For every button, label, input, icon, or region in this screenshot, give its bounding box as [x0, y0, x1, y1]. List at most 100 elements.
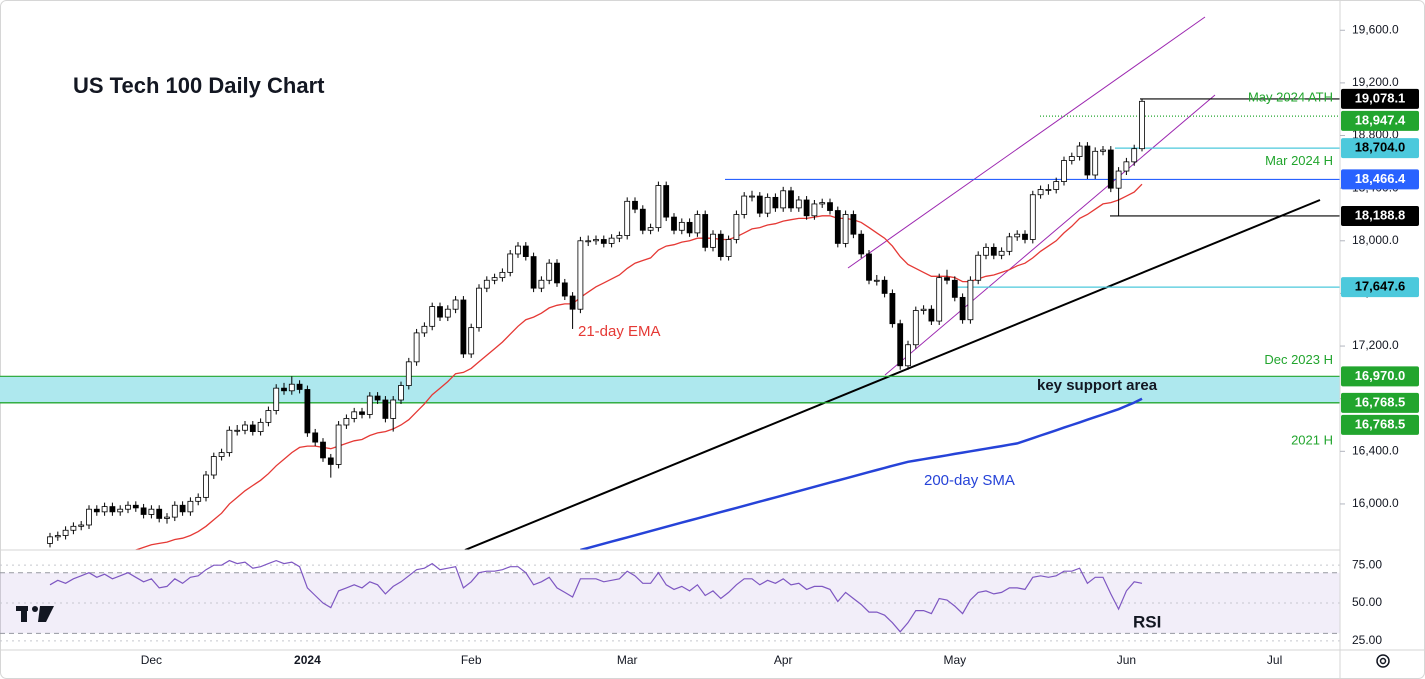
candle-body [54, 535, 61, 538]
candle-body [632, 200, 638, 210]
candle-body [491, 277, 498, 281]
trend-line [847, 16, 1206, 269]
candle-body [561, 282, 568, 297]
candle-body [444, 308, 451, 318]
candle-body [749, 195, 755, 198]
candle-body [795, 199, 802, 209]
trend-line [464, 199, 1321, 550]
candle-body [819, 202, 826, 205]
level-box [1341, 138, 1419, 159]
candle-body [889, 293, 896, 325]
candle-body [975, 254, 982, 281]
candle-body [585, 240, 592, 243]
candle-body [772, 196, 779, 209]
candle-body [187, 500, 194, 513]
candle-body [1053, 181, 1060, 190]
candle-body [1084, 145, 1091, 176]
price-plot [0, 16, 1340, 550]
ema-label: 21-day EMA [578, 323, 661, 340]
candle-body [1123, 161, 1130, 172]
candle-body [265, 410, 272, 423]
candle-body [608, 237, 615, 244]
candle-body [554, 262, 560, 284]
candle-body [600, 239, 607, 244]
candle-body [507, 253, 514, 273]
level-box [1341, 414, 1419, 435]
candle-body [842, 214, 849, 244]
candle-body [343, 418, 350, 426]
candle-body [249, 424, 256, 432]
candle-body [468, 327, 475, 355]
candle-body [359, 411, 365, 415]
candle-body [1139, 100, 1145, 150]
level-label: 18,947.4 [1355, 112, 1406, 127]
candle-body [671, 216, 677, 231]
candle-body [920, 308, 927, 311]
candle-body [70, 525, 77, 531]
candle-body [866, 253, 872, 281]
level-box [1341, 392, 1419, 413]
candle-body [203, 474, 209, 498]
candle-body [569, 295, 576, 310]
logo [16, 606, 54, 622]
x-tick-label: Jul [1267, 653, 1282, 667]
candle-body [686, 221, 693, 234]
candle-body [405, 361, 412, 386]
candle-body [936, 277, 943, 322]
candle-body [717, 233, 724, 257]
candle-body [320, 441, 326, 459]
x-tick-label: Jun [1117, 653, 1136, 667]
candle-body [710, 233, 716, 248]
candle-body [62, 529, 69, 536]
candle-body [335, 424, 342, 465]
level-box [1341, 110, 1419, 131]
candle-body [304, 389, 311, 434]
trend-line [884, 94, 1216, 376]
rsi-tick-label: 25.00 [1352, 633, 1382, 647]
candle-body [273, 387, 280, 411]
candle-body [663, 185, 670, 218]
candle-body [390, 399, 397, 419]
candle-body [1092, 150, 1099, 176]
candle-body [873, 279, 880, 282]
candle-body [78, 524, 85, 527]
candle-body [983, 246, 989, 256]
candle-body [234, 429, 241, 432]
candle-body [655, 185, 662, 229]
support-zone [0, 376, 1340, 403]
x-tick-label: 2024 [294, 653, 321, 667]
candle-body [1014, 233, 1021, 238]
y-tick-label: 19,600.0 [1352, 22, 1399, 36]
candle-body [351, 411, 358, 419]
overlay: US Tech 100 Daily Chart 21-day EMA 200-da… [73, 73, 1419, 489]
candle-body [928, 308, 935, 322]
candle-body [912, 310, 919, 346]
zone-label: key support area [1037, 377, 1158, 394]
candle-body [1037, 189, 1044, 196]
x-tick-label: Dec [141, 653, 162, 667]
x-tick-label: Apr [774, 653, 793, 667]
level-label: 16,768.5 [1355, 394, 1406, 409]
candle-body [639, 208, 646, 231]
candle-body [1068, 156, 1075, 161]
candle-body [522, 245, 529, 257]
candle-body [1107, 149, 1114, 189]
candle-body [226, 429, 233, 454]
candle-body [1061, 160, 1067, 182]
candle-body [538, 279, 545, 289]
level-box [1341, 88, 1419, 109]
x-tick-label: Feb [461, 653, 482, 667]
x-tick-label: May [943, 653, 966, 667]
candle-body [967, 279, 974, 321]
settings-icon[interactable] [1376, 654, 1390, 668]
candle-body [616, 235, 623, 239]
level-label: 16,970.0 [1355, 368, 1406, 383]
indicator-line [580, 397, 1143, 550]
candle-body [944, 277, 950, 281]
level-box [1341, 169, 1419, 190]
rsi-pane: 25.00 50.00 75.00 RSI [0, 557, 1382, 647]
candle-body [905, 344, 911, 367]
y-tick-label: 16,000.0 [1352, 496, 1399, 510]
candle-body [171, 504, 178, 518]
